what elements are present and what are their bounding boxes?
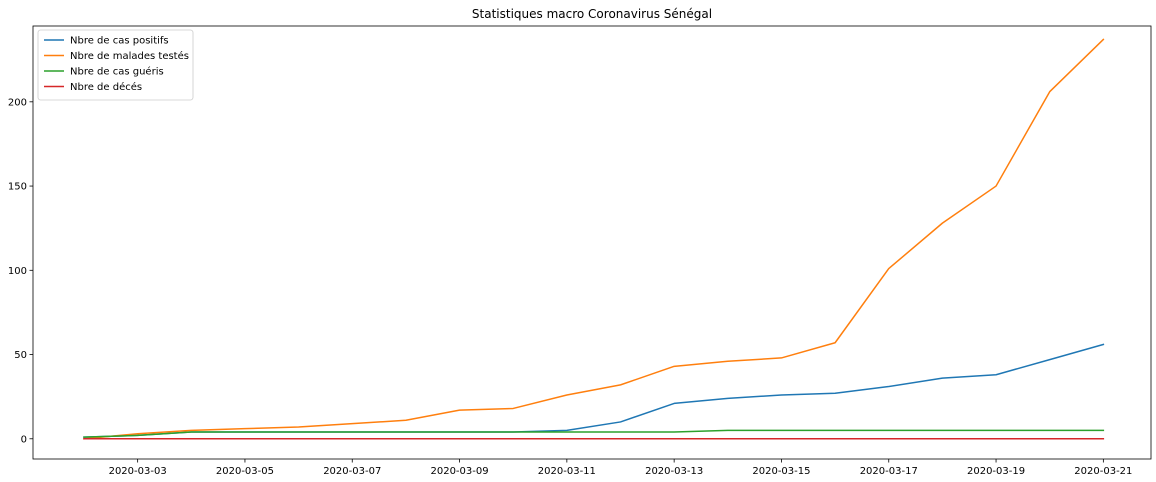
x-tick-label: 2020-03-03 xyxy=(109,466,167,477)
x-tick-label: 2020-03-19 xyxy=(967,466,1025,477)
y-axis: 0 50 100 150 200 xyxy=(8,97,33,445)
x-tick-label: 2020-03-17 xyxy=(860,466,918,477)
series-line-2 xyxy=(83,38,1105,440)
legend-label: Nbre de cas positifs xyxy=(70,36,169,47)
legend-box xyxy=(37,29,194,101)
x-tick-label: 2020-03-07 xyxy=(323,466,381,477)
y-tick-label: 50 xyxy=(14,350,27,361)
x-tick-label: 2020-03-11 xyxy=(538,466,596,477)
x-tick-label: 2020-03-09 xyxy=(430,466,488,477)
x-tick-label: 2020-03-05 xyxy=(216,466,274,477)
legend: Nbre de cas positifs Nbre de malades test… xyxy=(37,29,194,101)
legend-label: Nbre de cas guéris xyxy=(70,66,164,78)
x-tick-label: 2020-03-21 xyxy=(1074,466,1132,477)
chart-title: Statistiques macro Coronavirus Sénégal xyxy=(472,7,712,21)
series-layer xyxy=(83,38,1105,440)
legend-label: Nbre de décés xyxy=(70,81,142,93)
y-tick-label: 150 xyxy=(8,182,27,193)
y-tick-label: 200 xyxy=(8,97,27,108)
plot-area xyxy=(32,25,1152,460)
legend-label: Nbre de malades testés xyxy=(70,50,189,62)
y-tick-label: 100 xyxy=(8,266,27,277)
series-line-3 xyxy=(83,429,1105,438)
x-axis: 2020-03-03 2020-03-05 2020-03-07 2020-03-09… xyxy=(109,459,1132,477)
x-tick-label: 2020-03-15 xyxy=(752,466,810,477)
x-tick-label: 2020-03-13 xyxy=(645,466,703,477)
series-line-1 xyxy=(83,343,1105,438)
y-tick-label: 0 xyxy=(21,434,27,445)
